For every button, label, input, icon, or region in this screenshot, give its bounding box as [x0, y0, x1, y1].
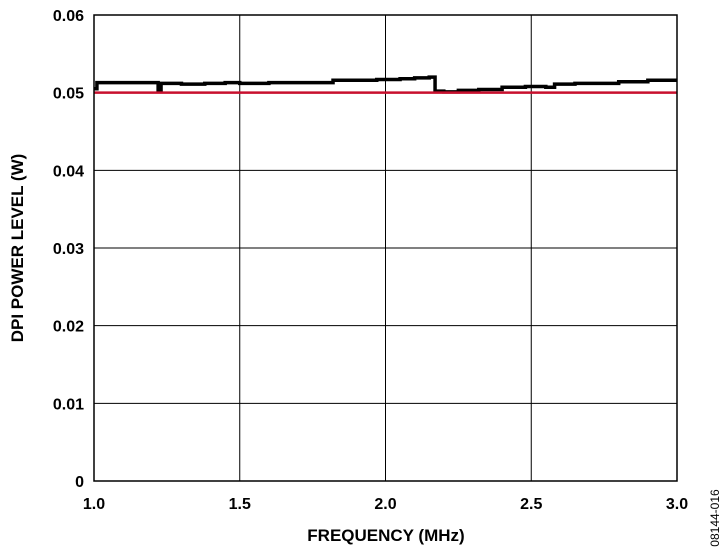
x-tick-label: 3.0 [666, 496, 688, 513]
y-tick-label: 0.04 [53, 163, 84, 180]
series-layer [94, 75, 677, 94]
y-tick-label: 0.06 [53, 8, 84, 25]
x-tick-label: 1.0 [83, 496, 105, 513]
x-tick-labels: 1.0 1.5 2.0 2.5 3.0 [83, 496, 688, 513]
x-tick-label: 2.5 [520, 496, 542, 513]
y-tick-labels: 0 0.01 0.02 0.03 0.04 0.05 0.06 [53, 8, 84, 491]
x-tick-label: 2.0 [374, 496, 396, 513]
plot-frame [93, 14, 678, 482]
y-tick-label: 0.05 [53, 86, 84, 103]
y-axis-title: DPI POWER LEVEL (W) [8, 154, 27, 343]
y-tick-label: 0 [75, 474, 84, 491]
x-axis-title: FREQUENCY (MHz) [307, 526, 464, 545]
x-tick-label: 1.5 [229, 496, 251, 513]
y-tick-label: 0.01 [53, 396, 84, 413]
y-tick-label: 0.02 [53, 319, 84, 336]
y-tick-label: 0.03 [53, 241, 84, 258]
dpi-power-series-line [94, 75, 677, 94]
figure-code-label: 08144-016 [708, 489, 722, 547]
